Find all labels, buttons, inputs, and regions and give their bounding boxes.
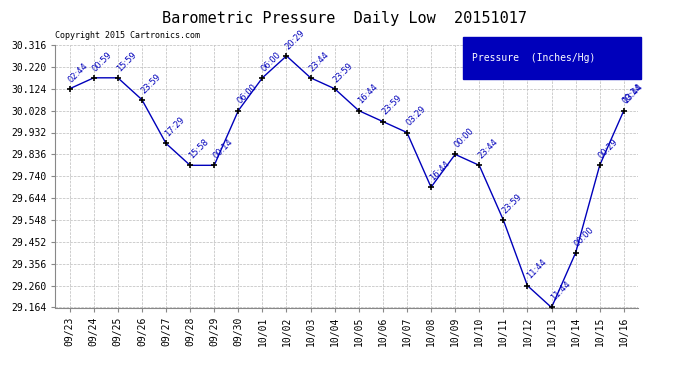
Text: 17:29: 17:29 bbox=[164, 116, 186, 139]
FancyBboxPatch shape bbox=[463, 37, 641, 79]
Text: 02:44: 02:44 bbox=[67, 61, 90, 84]
Text: 23:59: 23:59 bbox=[380, 94, 404, 117]
Text: 00:00: 00:00 bbox=[573, 225, 596, 248]
Text: 23:44: 23:44 bbox=[477, 137, 500, 160]
Text: 00:14: 00:14 bbox=[211, 137, 235, 160]
Text: 16:44: 16:44 bbox=[428, 159, 451, 183]
Text: 00:59: 00:59 bbox=[91, 50, 114, 73]
Text: 20:29: 20:29 bbox=[284, 28, 307, 51]
Text: 13:44: 13:44 bbox=[621, 82, 644, 106]
Text: 00:00: 00:00 bbox=[453, 126, 475, 150]
Text: 03:29: 03:29 bbox=[404, 105, 427, 128]
Text: 00:14: 00:14 bbox=[621, 83, 644, 106]
Text: 15:58: 15:58 bbox=[188, 137, 210, 160]
Text: Barometric Pressure  Daily Low  20151017: Barometric Pressure Daily Low 20151017 bbox=[163, 11, 527, 26]
Text: 16:44: 16:44 bbox=[356, 82, 380, 106]
Text: 23:44: 23:44 bbox=[308, 50, 331, 73]
Text: 23:59: 23:59 bbox=[500, 192, 524, 215]
Text: 23:59: 23:59 bbox=[332, 61, 355, 84]
Text: 11:44: 11:44 bbox=[524, 258, 548, 281]
Text: Copyright 2015 Cartronics.com: Copyright 2015 Cartronics.com bbox=[55, 31, 200, 40]
Text: 15:59: 15:59 bbox=[115, 50, 138, 73]
Text: 11:44: 11:44 bbox=[549, 280, 572, 303]
Text: Pressure  (Inches/Hg): Pressure (Inches/Hg) bbox=[472, 53, 595, 63]
Text: 06:00: 06:00 bbox=[235, 82, 259, 106]
Text: 23:59: 23:59 bbox=[139, 72, 162, 95]
Text: 00:29: 00:29 bbox=[597, 137, 620, 160]
Text: 06:00: 06:00 bbox=[259, 50, 283, 73]
